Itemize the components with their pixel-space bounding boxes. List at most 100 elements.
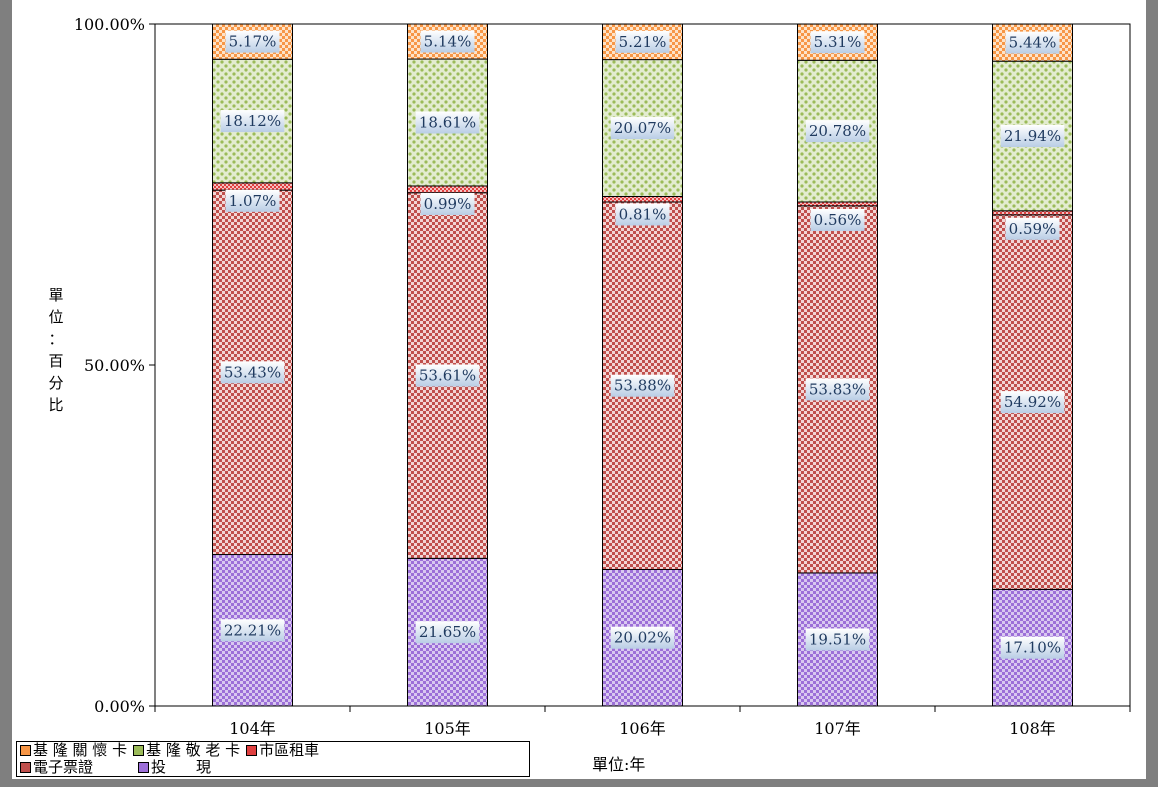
data-label: 18.61% [415,111,480,134]
data-label: 21.65% [415,621,480,644]
data-label: 1.07% [225,189,280,212]
data-label-text: 5.14% [424,33,472,51]
data-label-box [420,192,475,215]
legend-label-caring-card: 基 隆 關 懷 卡 [33,741,128,759]
data-label-text: 18.61% [419,114,476,132]
legend-item-senior-card: 基 隆 敬 老 卡 [133,742,240,759]
data-label-box [610,626,675,649]
data-label-text: 0.81% [619,205,667,223]
legend-label-eticket: 電子票證 [33,758,94,776]
data-label: 19.51% [805,628,870,651]
data-label: 20.02% [610,626,675,649]
x-tick-label: 107年 [814,719,861,738]
frame-border-bottom [0,779,1158,787]
data-label: 0.81% [615,203,670,226]
legend-label-senior-card: 基 隆 敬 老 卡 [146,741,241,759]
data-label-text: 5.44% [1009,34,1057,52]
data-label-text: 0.56% [814,211,862,229]
legend-item-cash: 投 現 [138,759,211,776]
data-label-box [805,378,870,401]
x-axis-title: 單位:年 [592,755,646,774]
x-tick-label: 108年 [1009,719,1056,738]
data-label-text: 0.59% [1009,220,1057,238]
legend-item-eticket: 電子票證 [20,759,132,776]
data-label-text: 22.21% [224,621,281,639]
data-label-box [220,110,285,133]
data-label-text: 54.92% [1004,393,1061,411]
y-axis-title-char: 比 [48,396,64,414]
legend-label-cash: 投 現 [151,758,212,776]
data-label-text: 20.02% [614,629,671,647]
x-tick-label: 105年 [424,719,471,738]
data-labels-group: 22.21% 53.43% 1.07% 18.12% 5.17% 21.65% 53.61%… [220,30,1065,659]
data-label-text: 20.07% [614,119,671,137]
data-label-text: 20.78% [809,122,866,140]
data-label-box [615,30,670,53]
data-label: 0.56% [810,209,865,232]
x-tick-label: 106年 [619,719,666,738]
bar-segment [797,201,878,207]
data-label-box [1005,31,1060,54]
data-label: 20.07% [610,117,675,140]
y-tick-label: 50.00% [84,356,145,375]
legend-row-1: 基 隆 關 懷 卡 基 隆 敬 老 卡 市區租車 [20,742,529,759]
legend: 基 隆 關 懷 卡 基 隆 敬 老 卡 市區租車 電子票證 投 現 [16,741,530,777]
data-label-text: 21.65% [419,623,476,641]
data-label-text: 18.12% [224,112,281,130]
data-label: 0.99% [420,192,475,215]
data-label-box [420,30,475,53]
data-label-box [1000,391,1065,414]
data-label: 5.14% [420,30,475,53]
data-label: 54.92% [1000,391,1065,414]
bar-segment [407,185,488,194]
data-label-box [810,31,865,54]
data-label-box [1000,636,1065,659]
data-label: 22.21% [220,619,285,642]
legend-swatch-caring-card [20,745,31,756]
data-label-text: 5.21% [619,33,667,51]
data-label: 21.94% [1000,124,1065,147]
data-label-text: 5.31% [814,33,862,51]
data-label-box [225,189,280,212]
data-label: 0.59% [1005,217,1060,240]
data-label-box [415,364,480,387]
data-label-text: 53.43% [224,363,281,381]
data-label: 53.43% [220,361,285,384]
data-label-box [220,361,285,384]
data-label-box [1005,217,1060,240]
data-label-text: 53.61% [419,367,476,385]
frame-border-left [0,0,12,787]
data-label-box [225,30,280,53]
data-label-box [810,209,865,232]
y-axis-title-char: 百 [48,352,64,370]
data-label-text: 19.51% [809,630,866,648]
legend-swatch-rental [246,745,258,756]
y-tick-label: 0.00% [94,697,145,716]
data-label-text: 1.07% [229,192,277,210]
legend-label-rental: 市區租車 [259,741,320,759]
y-tick-label: 100.00% [74,15,145,34]
data-label-box [415,111,480,134]
data-label: 53.88% [610,374,675,397]
data-label-box [220,619,285,642]
bar-segment [602,195,683,203]
y-axis-title-char: ： [48,330,64,348]
data-label: 5.17% [225,30,280,53]
data-label: 20.78% [805,120,870,143]
data-label-text: 0.99% [424,195,472,213]
data-label-box [610,117,675,140]
data-label: 18.12% [220,110,285,133]
bar-segment [992,210,1073,216]
legend-swatch-cash [138,762,149,773]
data-label: 17.10% [1000,636,1065,659]
legend-item-caring-card: 基 隆 關 懷 卡 [20,742,127,759]
data-label-text: 21.94% [1004,127,1061,145]
data-label-box [610,374,675,397]
data-label-box [805,628,870,651]
data-label-text: 53.83% [809,380,866,398]
data-label-box [415,621,480,644]
bar-segment [212,182,293,191]
data-label: 5.44% [1005,31,1060,54]
